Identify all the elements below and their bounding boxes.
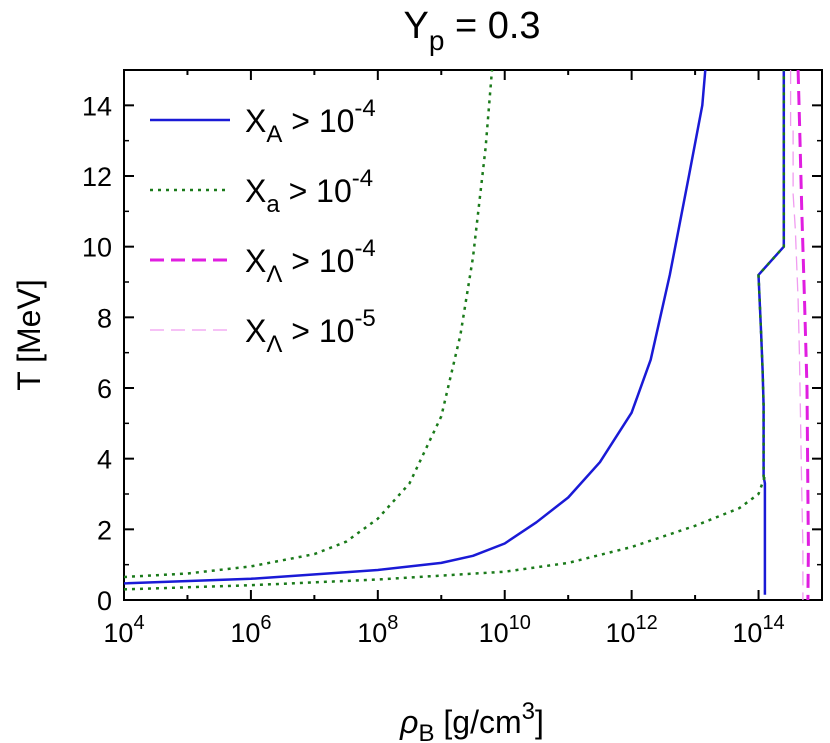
- x-axis-title-end: ]: [535, 704, 544, 740]
- series-line-1-1: [124, 475, 767, 591]
- series-line-1-2: [757, 70, 786, 478]
- chart-title-main: Y: [403, 5, 428, 47]
- x-tick-label: 1014: [732, 612, 784, 648]
- series-line-1-0: [124, 70, 494, 579]
- x-axis-title-rest: [g/cm: [434, 704, 521, 740]
- y-tick-label: 14: [82, 91, 112, 121]
- x-tick-label: 106: [230, 612, 271, 648]
- y-axis-title: T [MeV]: [11, 279, 47, 390]
- y-tick-label: 10: [82, 233, 112, 263]
- legend-label: XA > 10-4: [245, 95, 376, 148]
- x-axis-title: ρB [g/cm3]: [399, 698, 544, 743]
- legend-label: XΛ > 10-5: [245, 305, 376, 358]
- series-line-3-0: [789, 70, 804, 600]
- y-tick-label: 8: [97, 303, 112, 333]
- chart-title-rest: = 0.3: [444, 5, 540, 47]
- y-tick-label: 4: [97, 445, 112, 475]
- y-tick-label: 12: [82, 162, 112, 192]
- chart-title-sub: p: [429, 25, 445, 56]
- plot-frame: [123, 69, 823, 601]
- y-tick-label: 6: [97, 374, 112, 404]
- x-tick-label: 1012: [605, 612, 657, 648]
- series-line-2-0: [796, 70, 810, 600]
- legend-label: XΛ > 10-4: [245, 235, 376, 288]
- series-line-0-0: [124, 70, 707, 585]
- chart-title: Yp = 0.3: [403, 5, 540, 56]
- x-tick-label: 1010: [479, 612, 531, 648]
- x-tick-label: 108: [357, 612, 398, 648]
- series-group: [124, 70, 810, 600]
- legend: XA > 10-4 Xa > 10-4 XΛ > 10-4 XΛ > 10-5: [150, 95, 376, 358]
- y-tick-label: 2: [97, 515, 112, 545]
- x-axis-title-sub: B: [418, 720, 434, 743]
- legend-label: Xa > 10-4: [245, 165, 373, 218]
- x-tick-label: 104: [103, 612, 144, 648]
- y-tick-label: 0: [97, 586, 112, 616]
- x-axis-title-sup: 3: [522, 698, 535, 725]
- x-axis-title-sym: ρ: [399, 704, 418, 740]
- series-line-0-1: [757, 70, 786, 595]
